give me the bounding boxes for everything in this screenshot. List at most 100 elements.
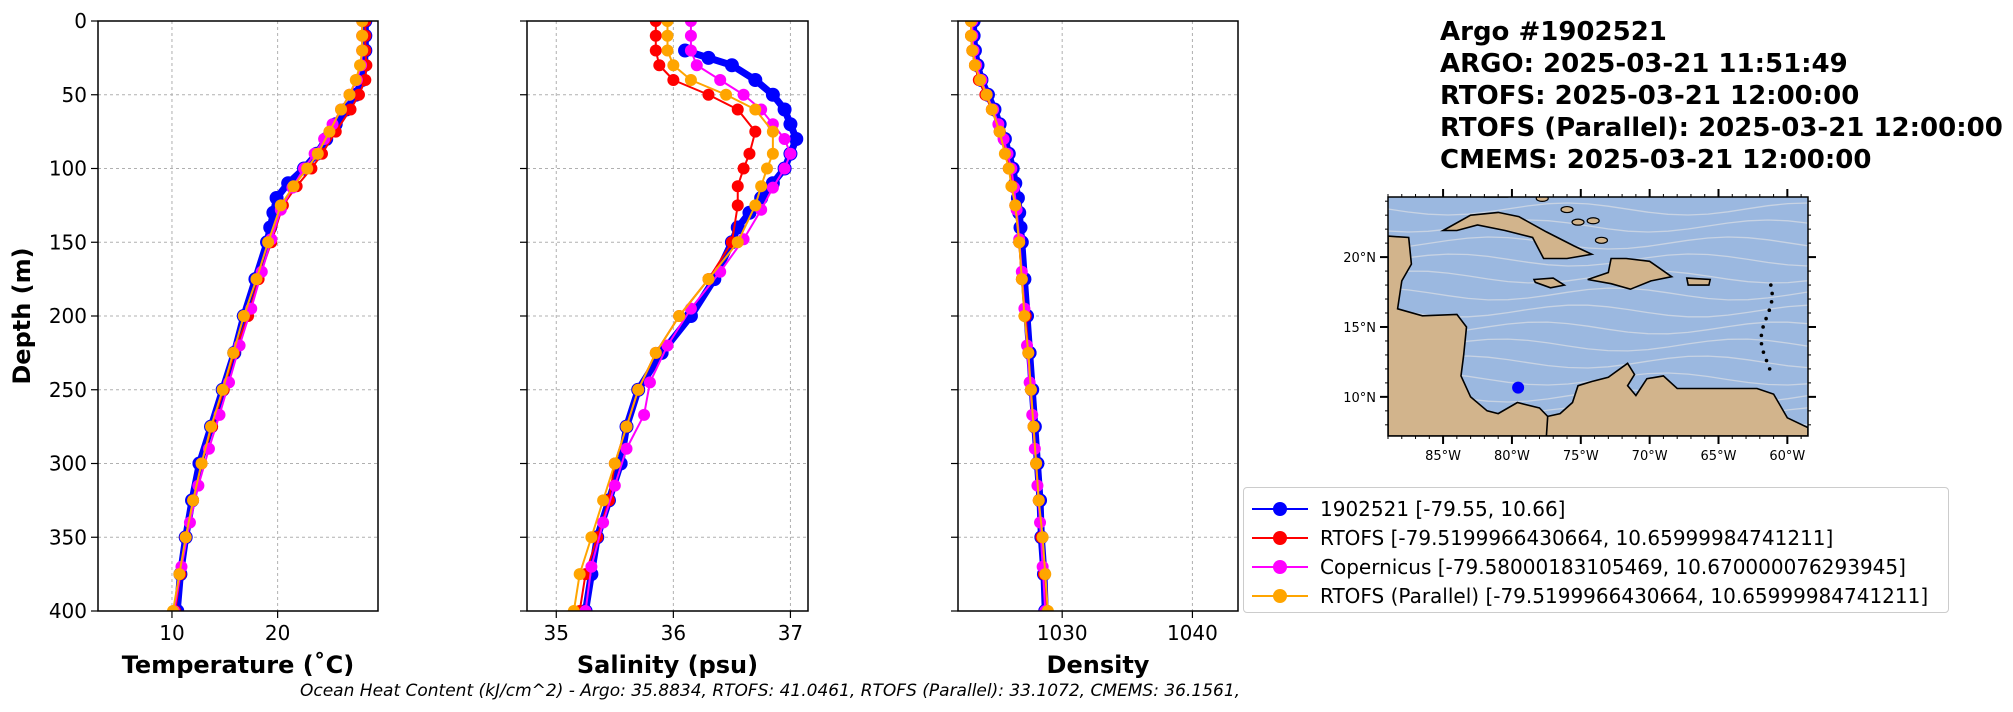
series-point-3 <box>965 21 978 27</box>
legend-label: 1902521 [-79.55, 10.66] <box>1320 496 1566 521</box>
legend-label: RTOFS [-79.5199966430664, 10.65999984741… <box>1320 525 1834 550</box>
legend-entry-copernicus: Copernicus [-79.58000183105469, 10.67000… <box>1252 552 1940 581</box>
series-point-3 <box>301 162 314 175</box>
lesser-antilles-island <box>1759 341 1764 346</box>
series-point-3 <box>1036 531 1049 544</box>
series-point-3 <box>1027 420 1040 433</box>
series-point-2 <box>608 479 621 492</box>
series-point-3 <box>343 88 356 101</box>
series-point-3 <box>661 29 674 42</box>
series-point-1 <box>352 88 365 101</box>
lesser-antilles-island <box>1770 291 1774 296</box>
series-point-2 <box>737 88 750 101</box>
series-point-3 <box>702 273 715 286</box>
land-bahamas-island <box>1571 218 1585 226</box>
series-point-2 <box>1034 516 1047 529</box>
x-tick-label: 1030 <box>1037 621 1088 645</box>
profile-header: Argo #1902521 ARGO: 2025-03-21 11:51:49 … <box>1440 16 2003 176</box>
series-group <box>965 21 1054 611</box>
series-point-3 <box>335 103 348 116</box>
series-point-3 <box>323 125 336 138</box>
map-lat-label: 10°N <box>1343 391 1376 406</box>
series-point-3 <box>205 420 218 433</box>
series-point-3 <box>237 310 250 322</box>
series-point-0 <box>1013 220 1028 235</box>
series-point-3 <box>1024 383 1037 396</box>
series-point-2 <box>183 516 196 529</box>
series-point-2 <box>579 605 592 611</box>
series-point-2 <box>684 29 697 42</box>
series-point-3 <box>167 605 180 611</box>
series-point-3 <box>749 103 762 116</box>
series-point-3 <box>632 383 645 396</box>
land-bahamas-island <box>1594 236 1609 244</box>
series-point-3 <box>980 88 993 101</box>
series-point-3 <box>262 236 275 249</box>
series-point-0 <box>724 58 739 73</box>
series-point-3 <box>585 531 598 544</box>
series-point-3 <box>1041 605 1054 611</box>
series-point-1 <box>649 21 662 27</box>
series-point-3 <box>274 199 287 212</box>
legend-entry-rtofs-parallel: RTOFS (Parallel) [-79.5199966430664, 10.… <box>1252 581 1940 610</box>
series-point-3 <box>720 88 733 101</box>
series-point-2 <box>620 442 633 455</box>
series-line-0 <box>582 47 800 611</box>
land-jamaica <box>1532 277 1567 289</box>
series-point-3 <box>673 310 686 322</box>
series-point-1 <box>649 29 662 42</box>
series-point-3 <box>749 199 762 212</box>
y-tick-label: 250 <box>49 378 87 402</box>
y-tick-label: 350 <box>49 525 87 549</box>
series-point-3 <box>766 125 779 138</box>
legend-entry-rtofs: RTOFS [-79.5199966430664, 10.65999984741… <box>1252 523 1940 552</box>
series-point-3 <box>597 494 610 507</box>
legend-swatch <box>1252 586 1308 606</box>
legend-label: Copernicus [-79.58000183105469, 10.67000… <box>1320 554 1906 579</box>
land-bahamas-island <box>1535 197 1549 202</box>
current-streamline <box>1388 219 1808 233</box>
series-point-3 <box>195 457 208 470</box>
lesser-antilles-island <box>1769 300 1774 304</box>
profile-panel-3: 1030 1040 Density <box>951 20 1239 679</box>
profile-panels: 0 50 100 150 200 250 300 350 400 10 20 Temperature … <box>8 9 1239 679</box>
legend: 1902521 [-79.55, 10.66] RTOFS [-79.51999… <box>1243 487 1949 613</box>
land-bahamas-island <box>1586 217 1600 225</box>
legend-label: RTOFS (Parallel) [-79.5199966430664, 10.… <box>1320 583 1929 608</box>
series-point-3 <box>311 147 324 160</box>
series-point-0 <box>777 102 792 117</box>
profile-panel-2: 35 36 37 Salinity (psu) <box>520 20 809 679</box>
current-streamline <box>1388 202 1808 216</box>
map-lon-label: 75°W <box>1563 449 1599 464</box>
series-point-3 <box>356 21 369 27</box>
series-point-3 <box>349 74 362 86</box>
series-point-3 <box>573 568 586 581</box>
map-lon-label: 60°W <box>1769 449 1805 464</box>
x-axis-label: Temperature (˚C) <box>122 651 355 679</box>
header-line-rtofs-time: RTOFS: 2025-03-21 12:00:00 <box>1440 81 1860 111</box>
series-point-2 <box>684 44 697 57</box>
series-point-3 <box>649 346 662 359</box>
series-point-1 <box>359 74 372 86</box>
legend-swatch <box>1252 528 1308 548</box>
y-tick-label: 150 <box>49 230 87 254</box>
lesser-antilles-island <box>1767 308 1772 313</box>
header-line-argo-time: ARGO: 2025-03-21 11:51:49 <box>1440 49 1848 79</box>
land-hispaniola <box>1587 257 1674 291</box>
series-point-3 <box>227 346 240 359</box>
series-point-3 <box>1013 236 1026 249</box>
y-tick-label: 200 <box>49 304 87 328</box>
y-tick-label: 400 <box>49 599 87 623</box>
series-point-2 <box>778 133 791 145</box>
series-point-2 <box>585 560 598 573</box>
series-point-0 <box>789 132 804 146</box>
series-point-3 <box>354 59 367 72</box>
land-south-america <box>1545 362 1808 436</box>
y-tick-label: 50 <box>62 83 87 107</box>
series-point-3 <box>567 605 580 611</box>
header-line-float: Argo #1902521 <box>1440 17 1667 47</box>
series-point-3 <box>1002 162 1015 175</box>
series-point-3 <box>1009 199 1022 212</box>
series-point-3 <box>968 59 981 72</box>
series-point-1 <box>743 147 756 160</box>
